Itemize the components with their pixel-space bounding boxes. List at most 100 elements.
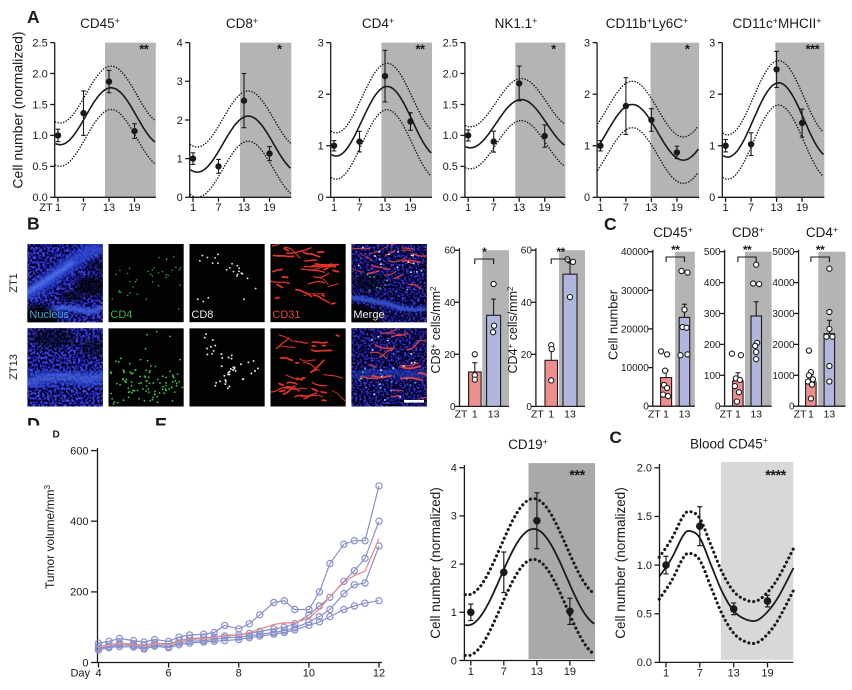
svg-text:**: ** <box>556 245 565 259</box>
svg-text:4: 4 <box>177 37 183 49</box>
svg-text:3: 3 <box>709 37 715 49</box>
svg-text:3: 3 <box>318 37 324 49</box>
svg-text:Nucleus: Nucleus <box>29 309 69 321</box>
svg-text:CD4+: CD4+ <box>362 16 394 31</box>
svg-text:0: 0 <box>584 192 590 204</box>
svg-text:13: 13 <box>379 202 391 214</box>
svg-text:7: 7 <box>215 202 221 214</box>
svg-text:1: 1 <box>709 141 715 153</box>
svg-text:Cell number: Cell number <box>606 289 621 360</box>
svg-text:40: 40 <box>521 298 533 309</box>
svg-text:13: 13 <box>645 202 657 214</box>
svg-text:1: 1 <box>548 409 554 421</box>
svg-text:0: 0 <box>715 402 721 413</box>
svg-text:1000: 1000 <box>772 371 795 382</box>
svg-text:1: 1 <box>663 668 669 680</box>
svg-text:1: 1 <box>584 141 590 153</box>
svg-text:1: 1 <box>597 202 603 214</box>
svg-text:ZT: ZT <box>648 409 661 421</box>
svg-text:1.5: 1.5 <box>443 99 458 111</box>
svg-text:8: 8 <box>236 668 242 680</box>
svg-text:30000: 30000 <box>621 286 649 297</box>
svg-text:CD8+ cells/mm2: CD8+ cells/mm2 <box>429 286 443 373</box>
svg-text:1: 1 <box>468 666 474 678</box>
svg-text:19: 19 <box>761 668 773 680</box>
svg-text:20: 20 <box>444 350 456 361</box>
svg-text:1: 1 <box>663 409 669 421</box>
svg-text:7: 7 <box>80 202 86 214</box>
svg-text:CD45+: CD45+ <box>80 16 120 31</box>
svg-text:0.0: 0.0 <box>443 192 458 204</box>
svg-text:0.0: 0.0 <box>32 192 47 204</box>
svg-text:0: 0 <box>526 402 532 413</box>
svg-text:CD8+: CD8+ <box>732 225 764 240</box>
svg-text:1: 1 <box>472 409 478 421</box>
svg-text:10000: 10000 <box>621 363 649 374</box>
svg-text:*: * <box>551 42 557 57</box>
svg-text:400: 400 <box>70 516 88 528</box>
svg-text:*: * <box>482 245 487 259</box>
svg-text:ZT: ZT <box>794 409 807 421</box>
svg-text:0.0: 0.0 <box>637 657 652 669</box>
svg-text:1: 1 <box>735 409 741 421</box>
svg-text:D: D <box>53 430 60 441</box>
svg-text:13: 13 <box>564 409 576 421</box>
svg-text:300: 300 <box>704 309 721 320</box>
svg-text:***: *** <box>805 42 820 57</box>
svg-text:7: 7 <box>748 202 754 214</box>
svg-text:2.5: 2.5 <box>32 37 47 49</box>
svg-text:*: * <box>685 42 691 57</box>
svg-text:ZT13: ZT13 <box>8 354 20 380</box>
svg-text:2: 2 <box>584 89 590 101</box>
svg-text:0: 0 <box>643 402 649 413</box>
svg-text:1: 1 <box>808 409 814 421</box>
svg-text:200: 200 <box>70 587 88 599</box>
svg-text:0.5: 0.5 <box>637 609 652 621</box>
svg-text:4: 4 <box>451 463 457 475</box>
svg-text:Merge: Merge <box>353 309 384 321</box>
svg-text:13: 13 <box>728 668 740 680</box>
svg-text:19: 19 <box>539 202 551 214</box>
svg-text:0: 0 <box>789 402 795 413</box>
svg-text:40000: 40000 <box>621 247 649 258</box>
svg-text:13: 13 <box>824 409 836 421</box>
svg-text:B: B <box>27 214 40 234</box>
svg-text:Blood CD45+: Blood CD45+ <box>690 436 768 452</box>
svg-text:0: 0 <box>82 657 88 669</box>
svg-text:0: 0 <box>177 192 183 204</box>
svg-text:4: 4 <box>95 668 101 680</box>
svg-text:0: 0 <box>709 192 715 204</box>
svg-text:100: 100 <box>704 371 721 382</box>
svg-text:0: 0 <box>450 402 456 413</box>
svg-text:2000: 2000 <box>772 340 795 351</box>
svg-text:13: 13 <box>103 202 115 214</box>
svg-text:7: 7 <box>491 202 497 214</box>
svg-text:20000: 20000 <box>621 324 649 335</box>
svg-text:CD4+ cells/mm2: CD4+ cells/mm2 <box>506 286 520 373</box>
svg-text:CD4+: CD4+ <box>806 225 838 240</box>
svg-text:C: C <box>610 428 622 447</box>
svg-text:1: 1 <box>465 202 471 214</box>
svg-text:0: 0 <box>318 192 324 204</box>
svg-text:***: *** <box>569 468 585 484</box>
svg-text:20: 20 <box>521 350 533 361</box>
svg-text:1.5: 1.5 <box>637 511 652 523</box>
svg-text:2: 2 <box>709 89 715 101</box>
svg-text:A: A <box>27 7 40 27</box>
svg-text:CD4: CD4 <box>110 309 132 321</box>
svg-text:600: 600 <box>70 445 88 457</box>
svg-text:2.0: 2.0 <box>637 463 652 475</box>
svg-text:Tumor volume/mm3: Tumor volume/mm3 <box>43 484 57 589</box>
svg-text:****: **** <box>765 468 786 484</box>
svg-text:13: 13 <box>770 202 782 214</box>
svg-text:0: 0 <box>451 655 457 667</box>
svg-text:60: 60 <box>444 246 456 257</box>
svg-text:40: 40 <box>444 298 456 309</box>
svg-text:ZT: ZT <box>531 409 544 421</box>
svg-text:CD19+: CD19+ <box>508 437 548 452</box>
svg-text:2.5: 2.5 <box>443 37 458 49</box>
svg-text:19: 19 <box>128 202 140 214</box>
svg-text:200: 200 <box>704 340 721 351</box>
svg-text:400: 400 <box>704 278 721 289</box>
svg-text:1.5: 1.5 <box>32 99 47 111</box>
